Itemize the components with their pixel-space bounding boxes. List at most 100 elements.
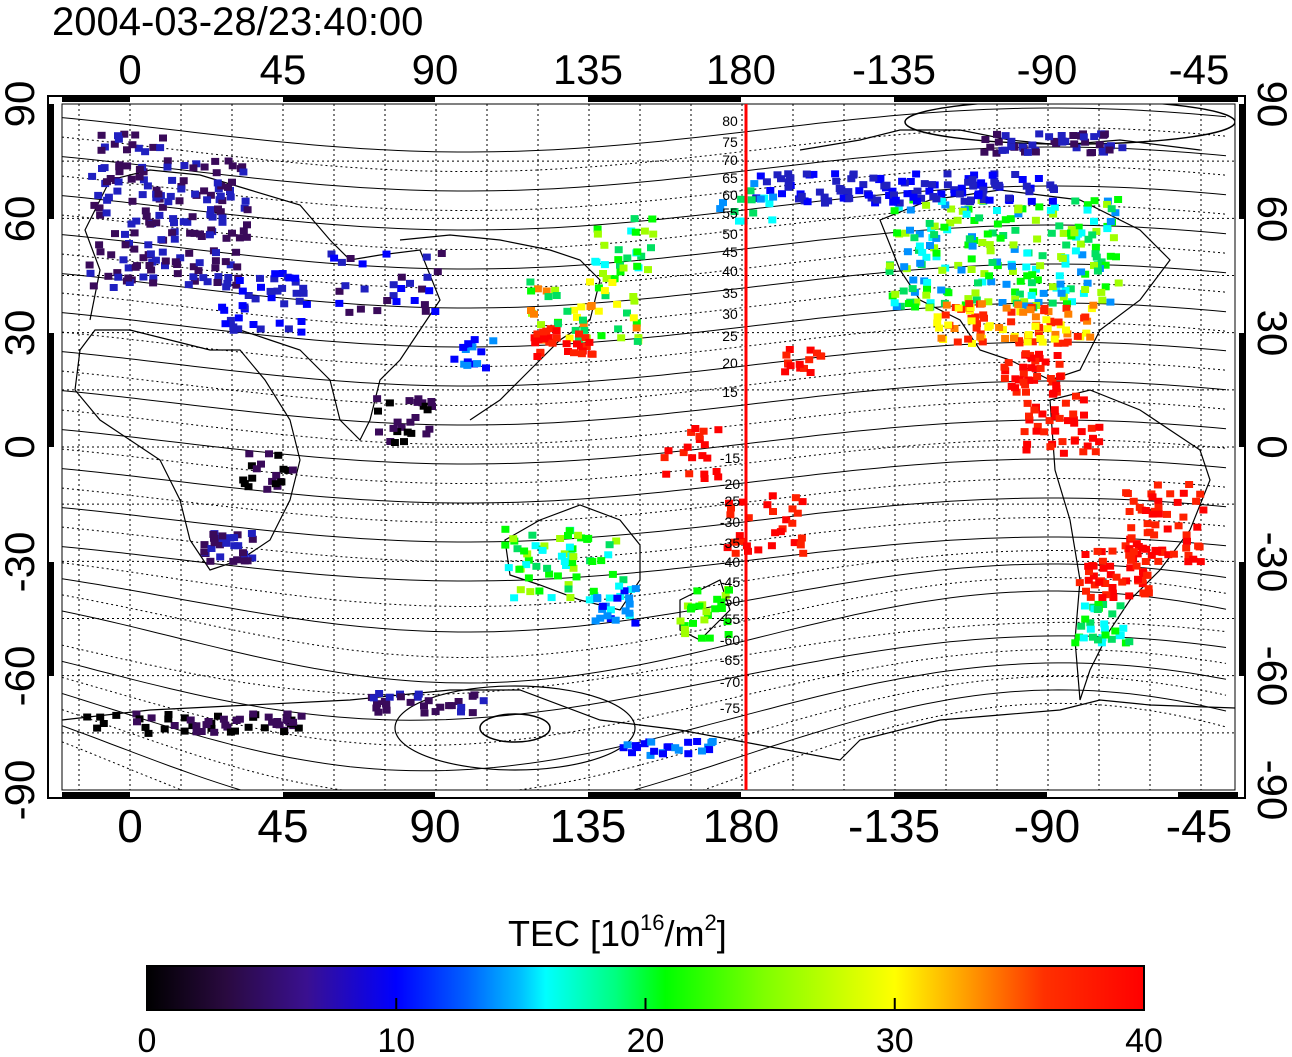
tec-cell [233,263,242,271]
tec-cell [176,254,185,262]
tec-cell [127,175,136,183]
tec-cell [906,226,914,234]
tec-cell [1114,279,1123,287]
contour-label: -25 [720,493,740,509]
tec-cell [594,284,603,292]
tec-cell [1093,606,1102,613]
tec-cell [133,718,141,726]
tec-cell [548,339,557,347]
tec-cell [1043,325,1052,333]
tec-cell [128,197,137,205]
tec-cell [206,191,215,199]
tec-cell [1090,581,1099,589]
tec-cell [273,287,282,295]
tec-cell [903,190,912,198]
tec-cell [228,229,236,237]
tec-cell [1063,300,1071,308]
tec-cell [1022,263,1031,271]
tec-cell [232,281,241,289]
tec-cell [226,316,235,324]
tec-cell [749,209,758,217]
tec-cell [1070,140,1079,148]
tec-cell [413,693,422,701]
tec-cell [556,535,565,542]
bottom-longitude-labels: 0 45 90 135 180 -135 -90 -45 [117,800,1232,852]
tec-cell [232,717,241,724]
tec-cell [859,181,868,189]
tec-cell [266,287,275,295]
tec-cell [1185,481,1194,488]
tec-cell [115,168,124,176]
tec-cell [249,321,258,328]
tec-cell [1033,422,1042,430]
tec-cell [646,751,655,759]
tec-cell [1050,186,1058,193]
tec-cell [141,148,150,156]
tec-cell [244,292,253,299]
tec-cell [169,215,178,223]
tec-cell [168,229,177,237]
tec-cell [1049,210,1058,218]
tec-cell [1004,359,1013,367]
tec-cell [640,740,649,748]
axis-tick-bar [48,104,54,219]
tec-cell [726,511,735,519]
tec-cell [560,558,569,565]
tec-cell [473,360,482,368]
tec-cell [224,274,233,281]
tec-cell [1189,555,1198,563]
tec-cell [798,498,807,506]
tec-cell [200,187,209,195]
top-longitude-label: -135 [852,46,936,93]
tec-cell [1135,503,1144,511]
top-longitude-label: 180 [706,46,776,93]
tec-cell [283,711,292,719]
tec-cell [1055,360,1064,368]
tec-cell [1052,385,1061,392]
tec-cell [186,716,195,724]
tec-cell [299,289,308,297]
tec-cell [337,258,346,266]
tec-cell [922,201,931,209]
tec-cell [180,727,189,735]
contour-label: -45 [720,574,740,590]
tec-cell [933,313,942,321]
tec-cell [247,462,256,470]
tec-cell [1035,130,1044,138]
tec-cell [273,720,282,728]
tec-cell [631,585,640,593]
tec-cell [1041,358,1050,366]
tec-cell [752,195,761,202]
tec-cell [468,343,477,351]
colorbar-labels: 0 10 20 30 40 [138,1022,1163,1057]
tec-cell [1038,410,1047,418]
tec-cell [795,360,804,368]
tec-cell [1077,268,1086,276]
tec-cell [1023,272,1032,280]
tec-cell [909,276,918,284]
tec-cell [619,576,628,584]
tec-cell [802,170,811,178]
tec-cell [1101,261,1110,269]
tec-cell [683,443,692,451]
tec-cell [247,530,256,537]
tec-cell [1091,243,1100,251]
tec-cell [937,334,946,342]
tec-cell [295,297,304,305]
tec-cell [382,706,391,714]
tec-cell [1001,335,1010,342]
tec-cell [1143,571,1152,579]
bottom-longitude-label: 180 [703,800,780,852]
tec-cell [1108,584,1117,591]
tec-cell [1089,301,1098,309]
tec-cell [1058,438,1067,446]
tec-cell [1050,406,1059,414]
tec-cell [239,168,248,176]
tec-cell [688,454,697,462]
tec-cell [1078,251,1087,259]
tec-cell [1002,304,1011,312]
tec-cell [279,465,288,473]
tec-cell [925,304,934,312]
tec-cell [280,728,289,736]
tec-cell [132,217,141,225]
